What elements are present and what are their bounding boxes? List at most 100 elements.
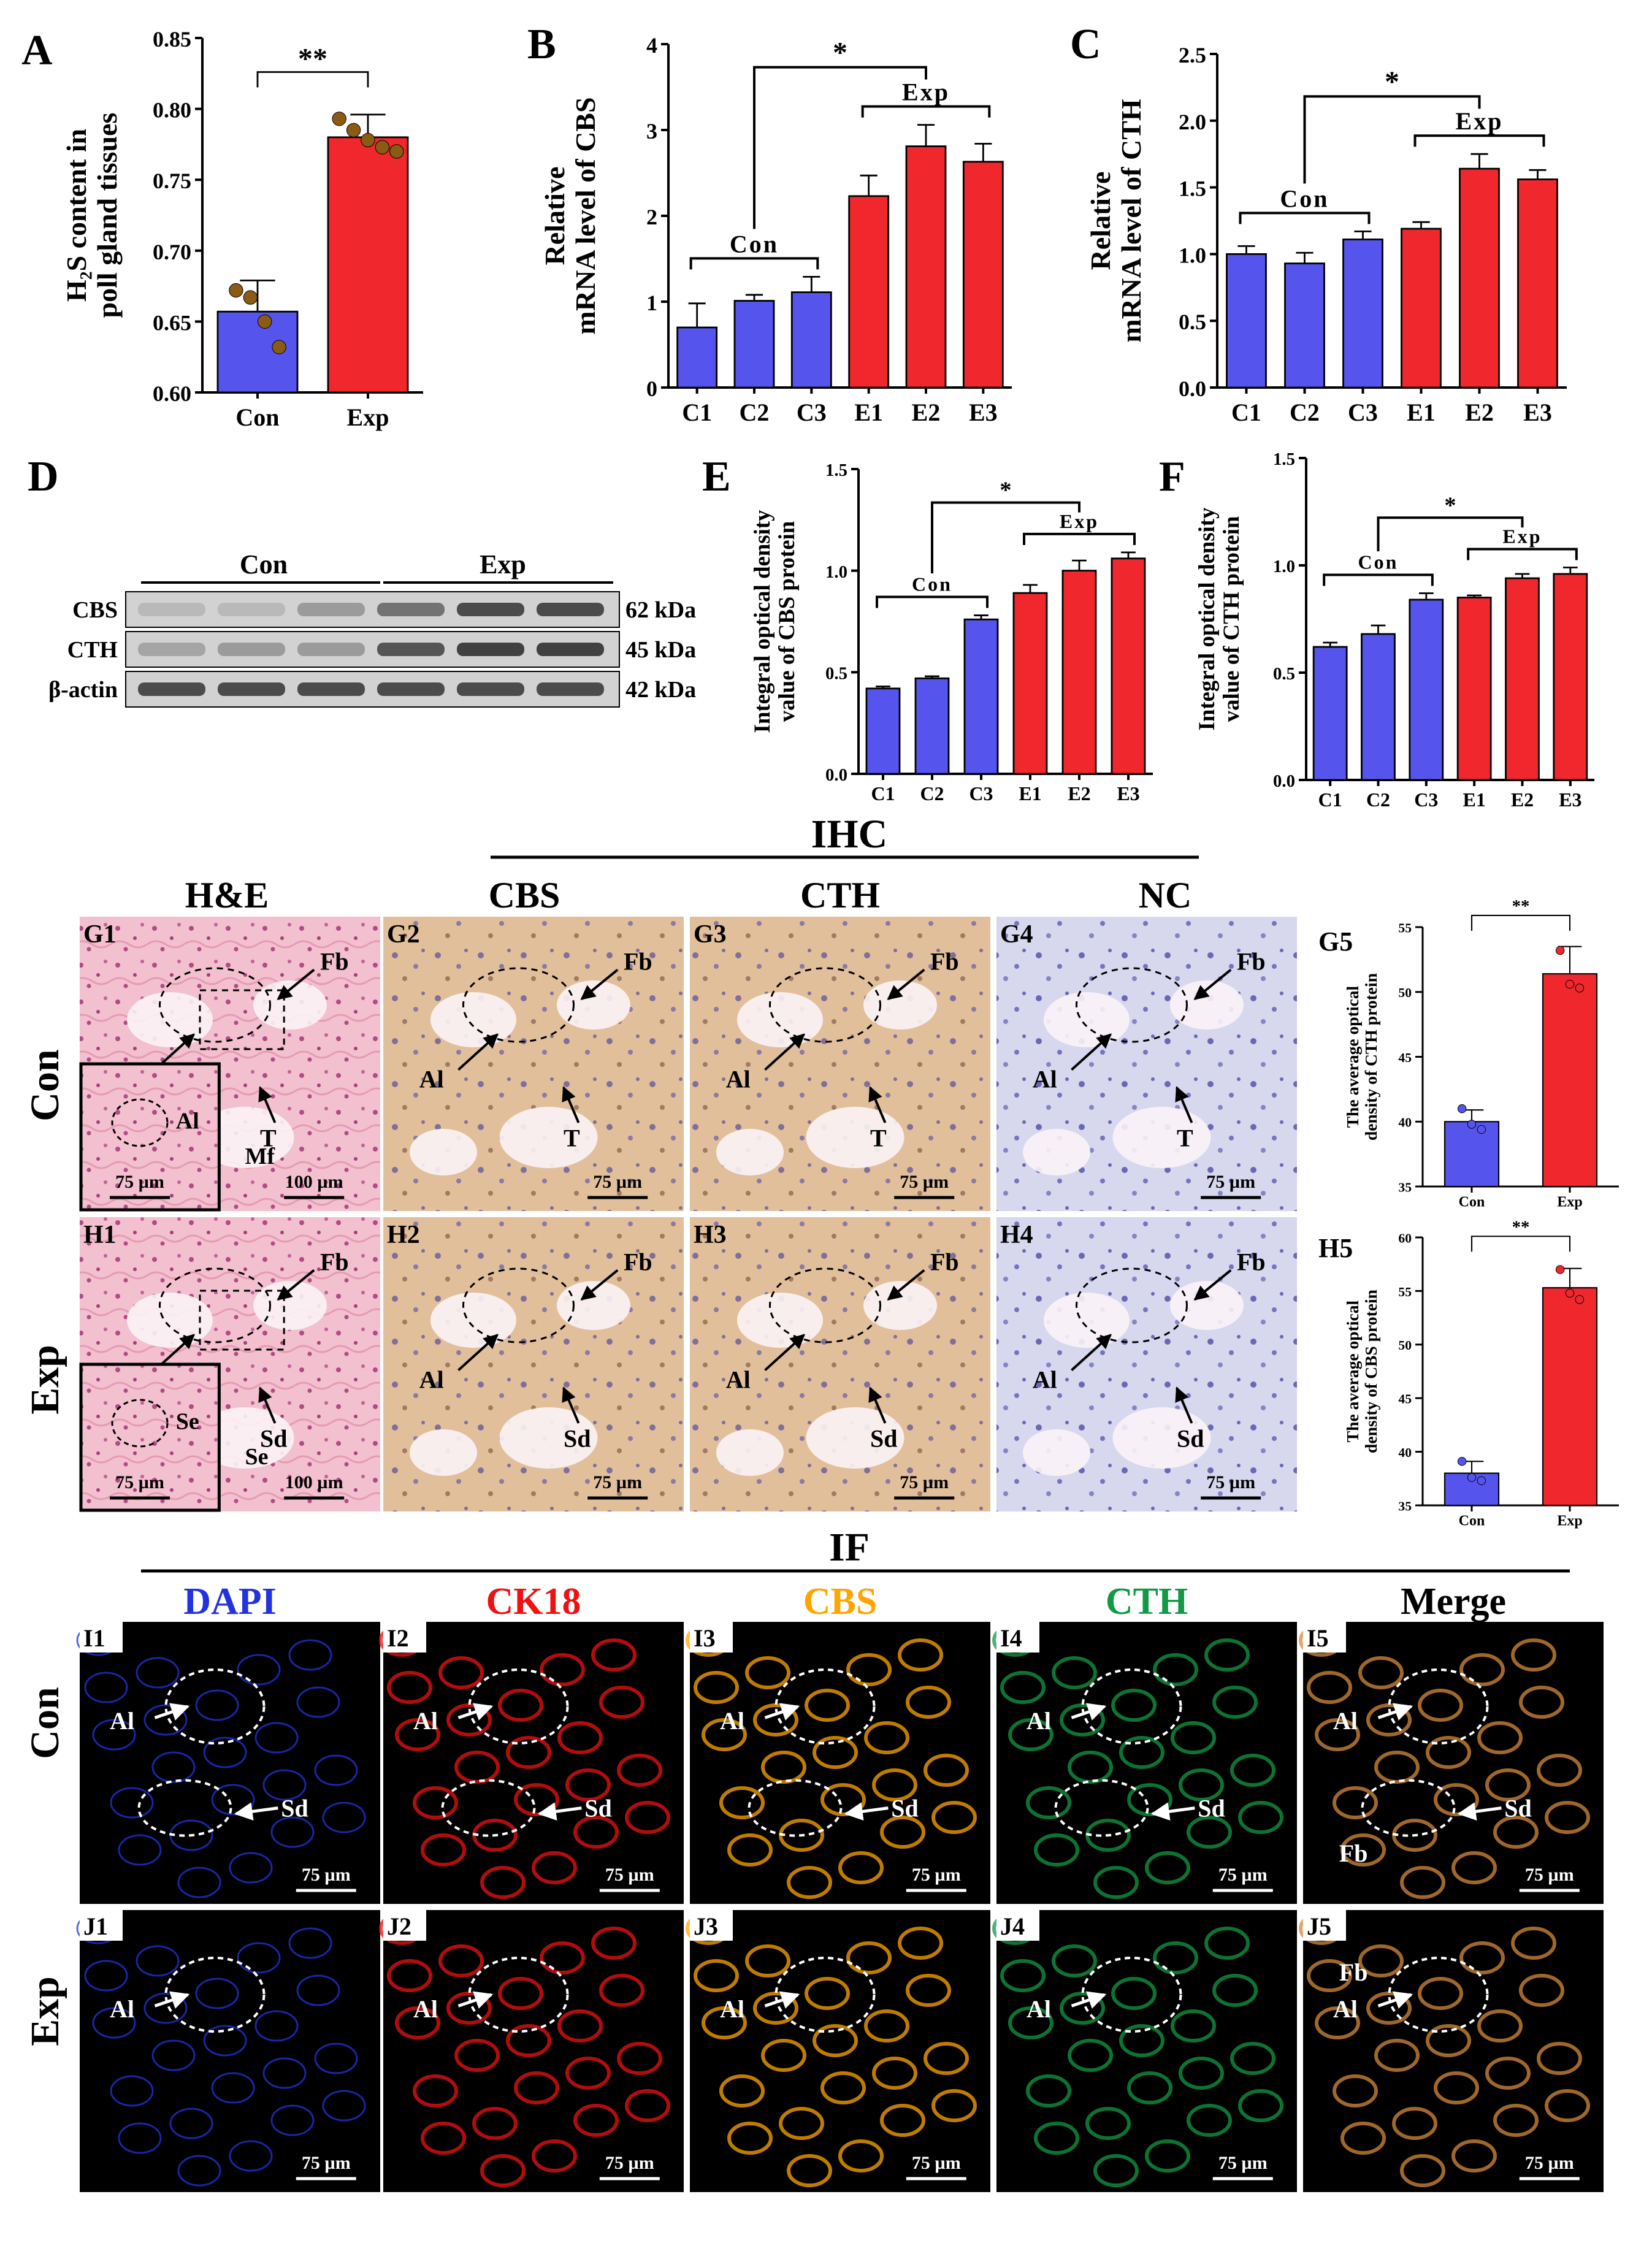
tubule-signal: [565, 2057, 611, 2090]
label-bg: [690, 1622, 733, 1653]
y-tick-label: 4: [646, 33, 657, 58]
alveolus-outline: [1076, 1267, 1188, 1343]
tubule-signal: [1333, 1786, 1378, 1819]
tubule-signal: [1477, 1721, 1523, 1754]
alveolus-outline: [468, 1668, 569, 1744]
label-bg: [996, 1622, 1039, 1653]
if-panel-j2: J2 Al 75 µm: [379, 1910, 684, 2192]
tubule-signal: [1026, 1786, 1071, 1819]
lumen: [863, 1281, 937, 1330]
tubule-signal: [1000, 1959, 1046, 1992]
annotation-label: Al: [1027, 1707, 1051, 1735]
tubule-signal: [1111, 1689, 1157, 1722]
tubule-signal: [1068, 1751, 1113, 1784]
panel-letters: A B C D E F: [21, 21, 1185, 500]
y-tick-label: 0.5: [1179, 310, 1206, 334]
if-panel-j3: J3 Al 75 µm: [686, 1910, 990, 2192]
annotation-label: Al: [413, 1995, 438, 2023]
tubule-signal: [270, 1816, 315, 1848]
tubule-signal: [694, 1671, 739, 1704]
alveolus-outline: [159, 1267, 271, 1343]
sig-label: *: [1444, 492, 1456, 518]
sd-outline: [1054, 1779, 1149, 1837]
y-axis-label: The average opticaldensity of CBS protei…: [1343, 1290, 1380, 1453]
scale-label: 75 µm: [302, 2153, 351, 2173]
label-bg: [383, 1622, 426, 1653]
y-tick-label: 1.0: [1179, 243, 1206, 267]
annotation-label: Al: [1333, 1995, 1358, 2023]
tubule-signal: [169, 2107, 213, 2139]
tubule-signal: [1204, 1927, 1250, 1960]
annotation-arrow: [580, 1269, 619, 1301]
annotation-arrow: [1175, 1086, 1193, 1123]
lumen: [737, 1293, 823, 1348]
bar-c2: [1284, 262, 1325, 389]
panel-label: G1: [83, 920, 117, 949]
ihc-col-nc: NC: [1139, 875, 1192, 915]
panel-label: I5: [1307, 1624, 1329, 1652]
sig-bracket: [1303, 95, 1481, 184]
tubule-signal: [1052, 1944, 1097, 1977]
annotation-arrow: [580, 968, 619, 1000]
tubule-signal: [1179, 2057, 1224, 2090]
tubule-signal: [177, 1867, 221, 1898]
ihc-title: IHC: [811, 812, 888, 857]
lumen: [716, 1429, 784, 1476]
tubule-signal: [1145, 2139, 1190, 2172]
annotation-arrow: [457, 1033, 499, 1071]
y-tick-label: 35: [1398, 1180, 1412, 1194]
label-bg: [690, 1910, 733, 1941]
tubule-signal: [1358, 1656, 1404, 1689]
alveolus-outline: [774, 1668, 876, 1744]
ihc-panel-g4: G4 Al Fb T 75 µm: [996, 917, 1297, 1211]
tubule-signal: [1537, 1754, 1582, 1787]
y-tick-label: 0.0: [1179, 376, 1206, 401]
tubule-signal: [931, 2089, 977, 2122]
x-tick-label: Con: [1459, 1513, 1485, 1529]
lumen: [1170, 1281, 1244, 1330]
y-tick-label: 45: [1398, 1050, 1412, 1065]
tubule-signal: [1374, 1751, 1420, 1784]
tubule-signal: [1511, 1638, 1556, 1672]
alveolus-outline: [462, 967, 575, 1043]
tubule-signal: [1093, 2154, 1139, 2187]
bar-e1: [848, 195, 890, 389]
tubule-signal: [151, 2039, 196, 2071]
tubule-signal: [719, 2074, 765, 2107]
label-bg: [1303, 1622, 1346, 1653]
annotation-arrow: [868, 1386, 887, 1424]
x-tick-label: C2: [920, 782, 944, 804]
sd-outline: [137, 1779, 232, 1837]
annotation-arrow: [887, 1269, 925, 1301]
tubule-signal: [498, 1977, 543, 2010]
ihc-section: IHC H&E CBS CTH NC Con Exp G1 T Fb T 100 µm 7…: [23, 812, 1353, 1512]
x-tick-label: Exp: [1557, 1194, 1582, 1210]
y-label-line2: value of CTH protein: [1218, 516, 1244, 722]
lumen: [806, 1107, 904, 1168]
y-label-line2: mRNA level of CBS: [570, 97, 601, 334]
lumen: [253, 980, 327, 1030]
wb-band: [138, 643, 205, 656]
tubule-signal: [1085, 2107, 1131, 2140]
tubule-signal: [719, 1786, 765, 1819]
data-point: [1457, 1104, 1467, 1114]
annotation-arrow: [1377, 1703, 1413, 1721]
tubule-signal: [727, 2122, 773, 2155]
tubule-signal: [506, 2024, 551, 2057]
ihc-row-exp: Exp: [23, 1345, 67, 1415]
if-panel-i2: I2 Al Sd 75 µm: [379, 1622, 684, 1904]
annotation-label: Sd: [584, 1794, 612, 1822]
y-tick-label: 0.85: [153, 27, 191, 52]
bar-c2: [914, 677, 950, 775]
tubule-signal: [322, 2090, 366, 2122]
annotation-arrow: [258, 1086, 277, 1123]
fluorescence-image: [383, 1622, 684, 1904]
y-label-line1: Integral optical density: [1194, 507, 1219, 730]
tubule-signal: [820, 1783, 866, 1816]
annotation-arrow: [457, 1703, 494, 1721]
tubule-signal: [1238, 2089, 1283, 2122]
bar-c1: [1226, 253, 1267, 389]
annotation-label: T: [870, 1124, 887, 1152]
con-bracket: [876, 595, 989, 608]
